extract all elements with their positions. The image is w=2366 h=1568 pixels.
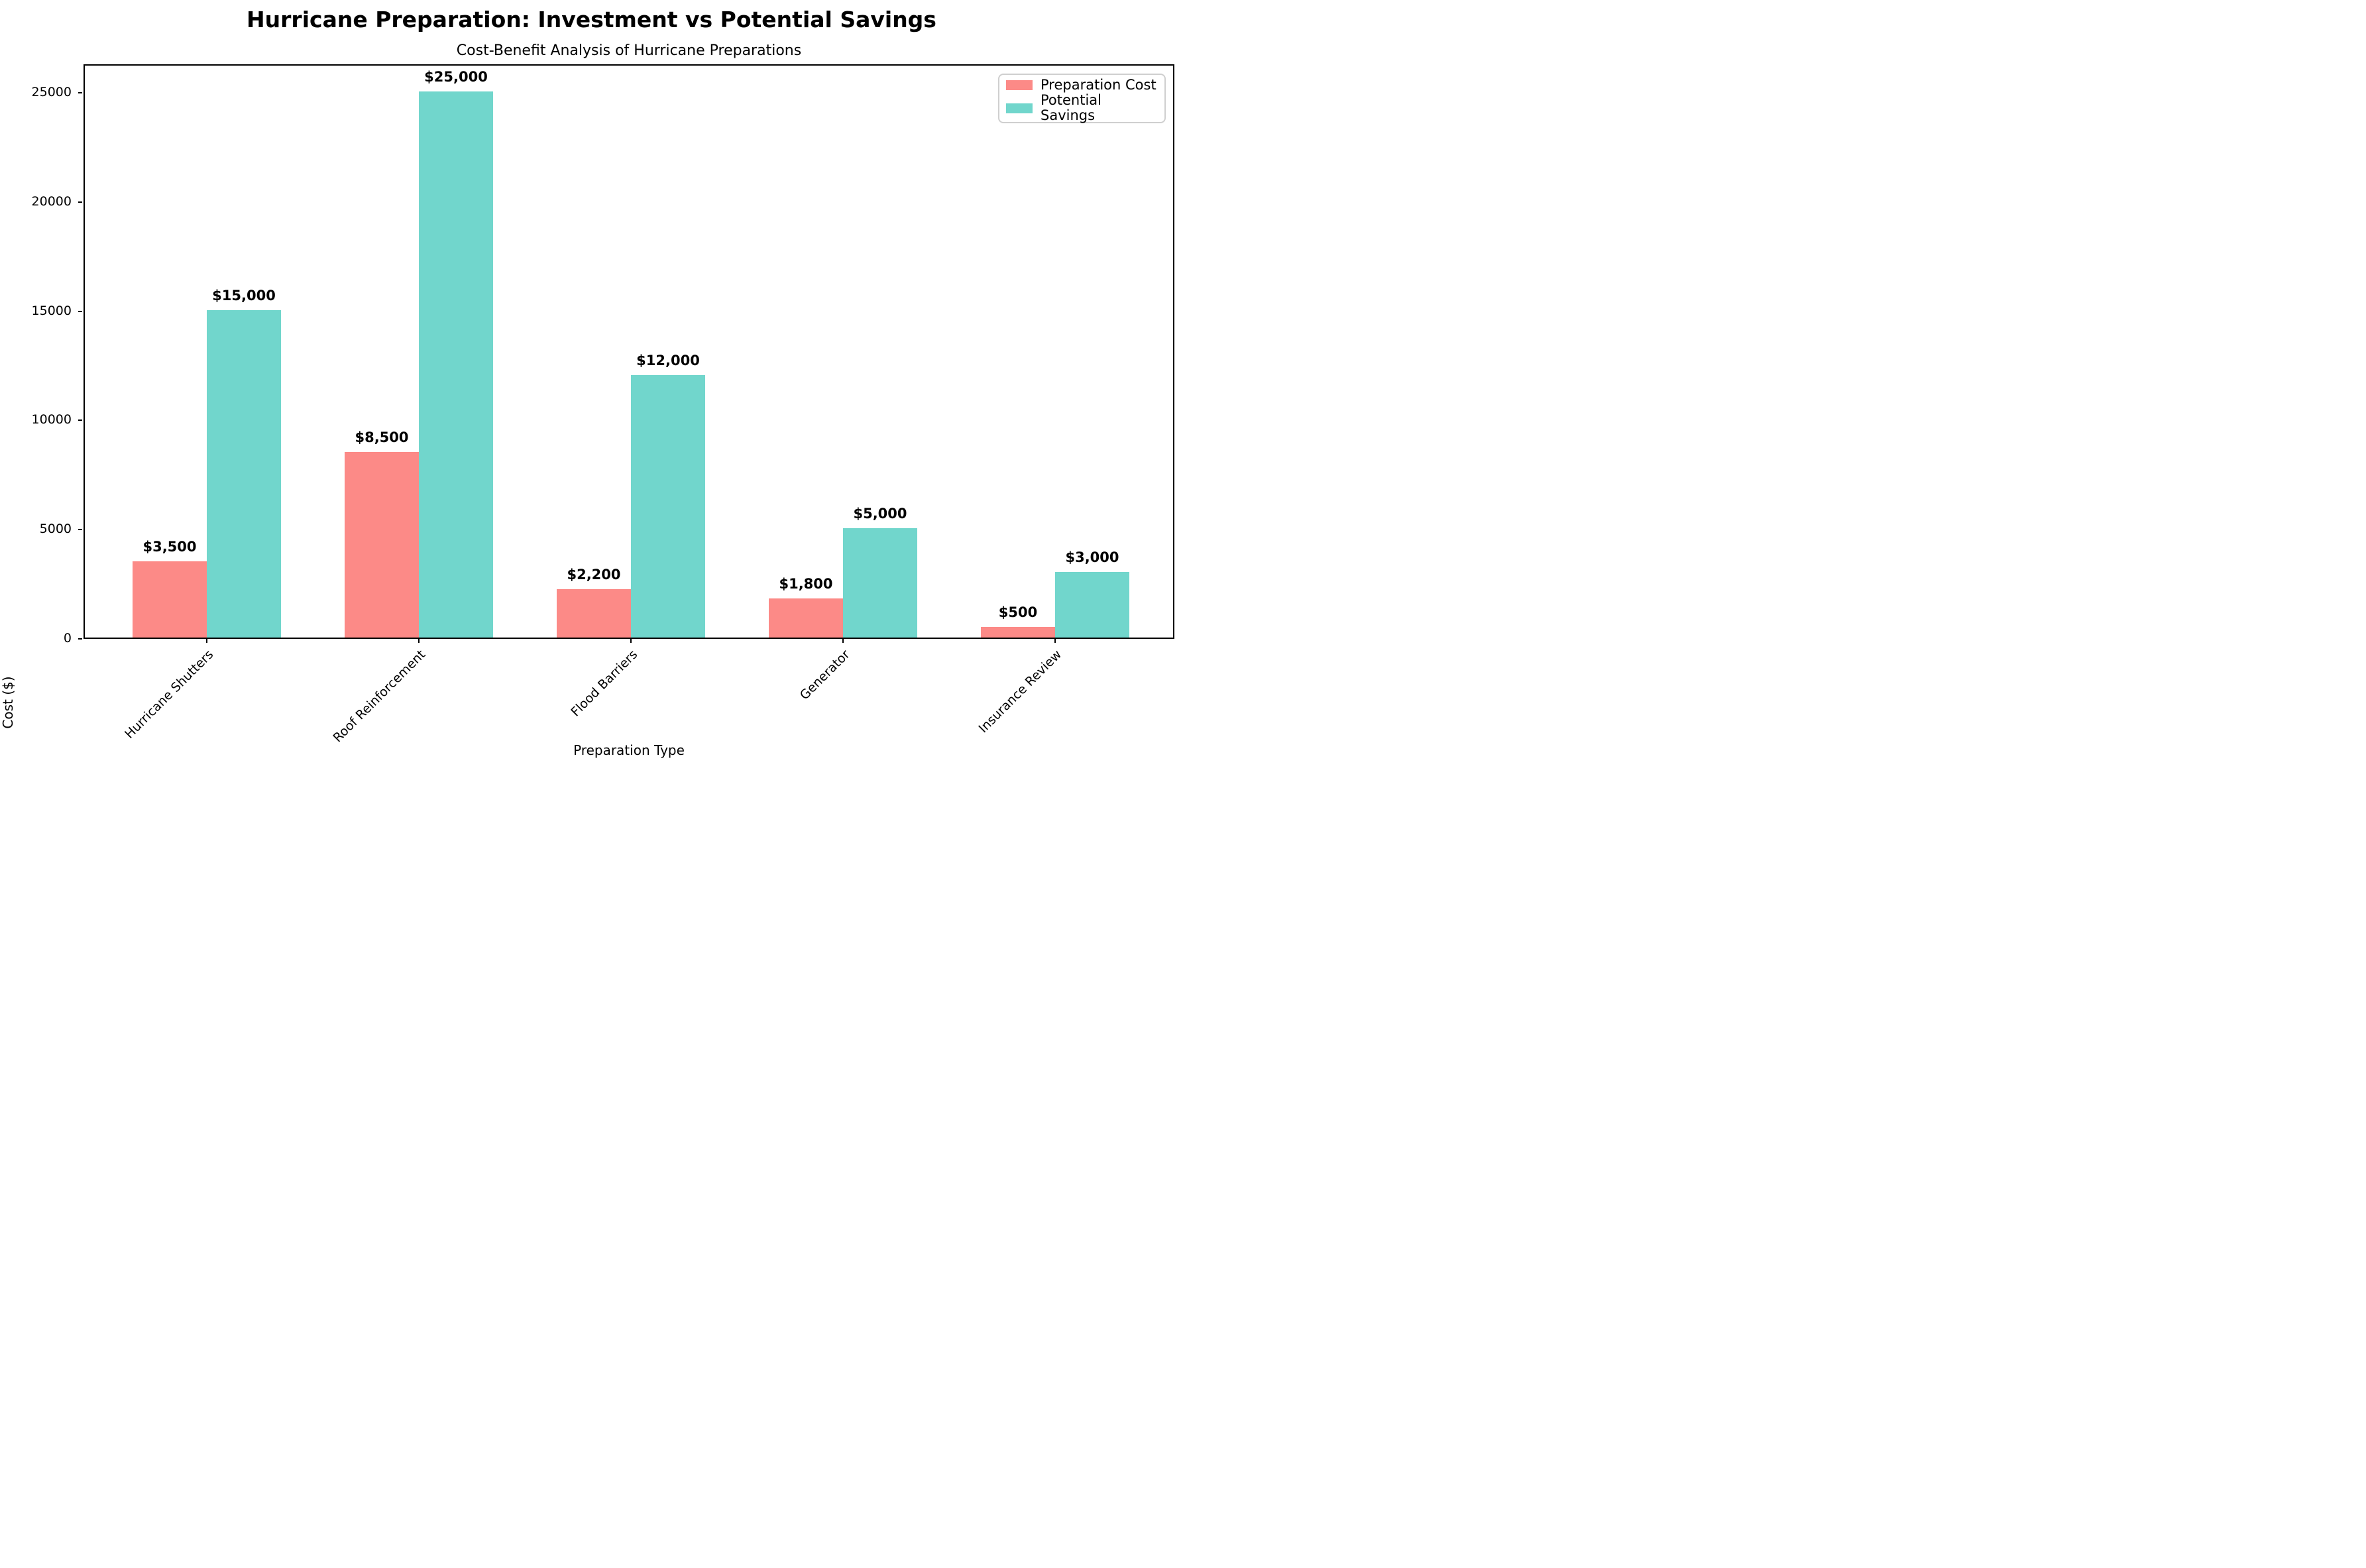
y-axis-tick-mark: [78, 529, 82, 531]
x-axis-tick-label-hurricane-shutters: Hurricane Shutters: [121, 647, 217, 742]
bar-value-label-potential-savings-hurricane-shutters: $15,000: [212, 287, 276, 304]
y-axis-tick-mark: [78, 201, 82, 203]
y-axis-tick-mark: [78, 420, 82, 421]
bar-value-label-preparation-cost-insurance-review: $500: [998, 604, 1038, 620]
legend-box: Preparation Cost Potential Savings: [998, 74, 1166, 123]
bar-potential-savings-flood-barriers: [631, 375, 705, 638]
bar-value-label-potential-savings-flood-barriers: $12,000: [636, 353, 700, 369]
legend-item-potential-savings: Potential Savings: [1006, 93, 1158, 123]
chart-title: Cost-Benefit Analysis of Hurricane Prepa…: [456, 42, 802, 59]
bar-value-label-preparation-cost-hurricane-shutters: $3,500: [142, 538, 197, 555]
legend-label-potential-savings: Potential Savings: [1041, 92, 1101, 123]
x-axis-tick-label-flood-barriers: Flood Barriers: [568, 647, 641, 720]
y-axis-tick-label: 5000: [39, 522, 72, 537]
bar-preparation-cost-generator: [769, 598, 843, 638]
y-axis-tick-mark: [78, 310, 82, 312]
y-axis-tick-label: 20000: [31, 194, 72, 209]
y-axis-tick-label: 0: [63, 631, 72, 645]
bar-value-label-preparation-cost-generator: $1,800: [779, 575, 833, 592]
y-axis-tick-mark: [78, 638, 82, 640]
bar-potential-savings-insurance-review: [1055, 572, 1129, 638]
x-axis-tick-label-roof-reinforcement: Roof Reinforcement: [330, 647, 429, 746]
bar-value-label-potential-savings-generator: $5,000: [853, 506, 907, 522]
x-axis-tick-label-insurance-review: Insurance Review: [976, 647, 1065, 736]
y-axis-label: Cost ($): [0, 676, 16, 729]
plot-area: $3,500 $15,000 $8,500 $25,000 $2,200 $12,000 $…: [84, 64, 1174, 639]
bar-potential-savings-hurricane-shutters: [207, 309, 281, 638]
x-axis-tick-mark: [630, 639, 632, 643]
y-axis-tick-label: 25000: [31, 84, 72, 99]
bar-value-label-preparation-cost-roof-reinforcement: $8,500: [355, 429, 409, 445]
figure-root: Hurricane Preparation: Investment vs Pot…: [0, 0, 1183, 784]
bar-preparation-cost-insurance-review: [981, 626, 1055, 638]
bar-potential-savings-roof-reinforcement: [419, 91, 493, 638]
bar-preparation-cost-roof-reinforcement: [345, 451, 419, 638]
x-axis-tick-label-generator: Generator: [797, 647, 853, 703]
bar-preparation-cost-flood-barriers: [557, 589, 631, 638]
legend-swatch-preparation-cost: [1006, 80, 1033, 90]
bar-value-label-preparation-cost-flood-barriers: $2,200: [567, 567, 621, 583]
x-axis-tick-mark: [206, 639, 207, 643]
chart-suptitle: Hurricane Preparation: Investment vs Pot…: [247, 7, 936, 32]
bar-preparation-cost-hurricane-shutters: [133, 561, 207, 638]
legend-label-preparation-cost: Preparation Cost: [1041, 77, 1156, 93]
y-axis-tick-label: 10000: [31, 412, 72, 427]
bar-value-label-potential-savings-insurance-review: $3,000: [1065, 549, 1119, 566]
y-axis-tick-label: 15000: [31, 303, 72, 318]
x-axis-tick-mark: [842, 639, 844, 643]
x-axis-tick-mark: [418, 639, 420, 643]
x-axis-tick-mark: [1054, 639, 1056, 643]
legend-swatch-potential-savings: [1006, 103, 1033, 113]
legend-item-preparation-cost: Preparation Cost: [1006, 78, 1158, 93]
bar-potential-savings-generator: [843, 528, 917, 638]
y-axis-tick-mark: [78, 91, 82, 93]
x-axis-label: Preparation Type: [573, 742, 685, 758]
bar-value-label-potential-savings-roof-reinforcement: $25,000: [424, 68, 488, 85]
